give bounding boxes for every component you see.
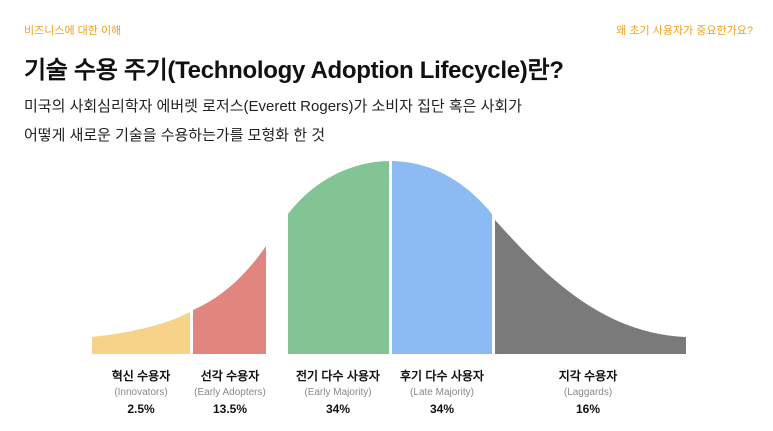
label-late-majority: 후기 다수 사용자 (Late Majority) 34%	[382, 367, 502, 416]
segment-english-name: (Innovators)	[114, 387, 168, 398]
segment-innovators	[92, 312, 190, 354]
segment-english-name: (Early Adopters)	[194, 387, 266, 398]
label-early-majority: 전기 다수 사용자 (Early Majority) 34%	[278, 367, 398, 416]
segment-english-name: (Early Majority)	[304, 387, 372, 398]
description-line-1: 미국의 사회심리학자 에버렛 로저스(Everett Rogers)가 소비자 …	[24, 98, 523, 115]
segment-late-majority	[392, 161, 492, 354]
question-label: 왜 초기 사용자가 중요한가요?	[616, 25, 753, 37]
segment-percent: 13.5%	[212, 402, 248, 416]
category-label: 비즈니스에 대한 이해	[24, 25, 122, 37]
segment-name: 후기 다수 사용자	[400, 369, 484, 383]
segment-early-adopters	[193, 246, 266, 354]
segment-percent: 16%	[575, 402, 601, 416]
label-early-adopters: 선각 수용자 (Early Adopters) 13.5%	[170, 367, 290, 416]
segment-laggards	[495, 220, 686, 354]
segment-name: 선각 수용자	[200, 369, 260, 383]
segment-percent: 34%	[429, 402, 455, 416]
description-line-2: 어떻게 새로운 기술을 수용하는가를 모형화 한 것	[24, 127, 326, 144]
segment-percent: 2.5%	[127, 402, 155, 416]
segment-percent: 34%	[325, 402, 351, 416]
segment-name: 전기 다수 사용자	[296, 369, 380, 383]
segment-english-name: (Laggards)	[563, 387, 613, 398]
segment-english-name: (Late Majority)	[410, 387, 474, 398]
label-laggards: 지각 수용자 (Laggards) 16%	[528, 367, 648, 416]
page-title: 기술 수용 주기(Technology Adoption Lifecycle)란…	[24, 57, 564, 84]
segment-early-majority	[288, 161, 389, 354]
segment-name: 혁신 수용자	[111, 369, 171, 383]
label-innovators: 혁신 수용자 (Innovators) 2.5%	[81, 367, 201, 416]
segment-name: 지각 수용자	[558, 369, 618, 383]
